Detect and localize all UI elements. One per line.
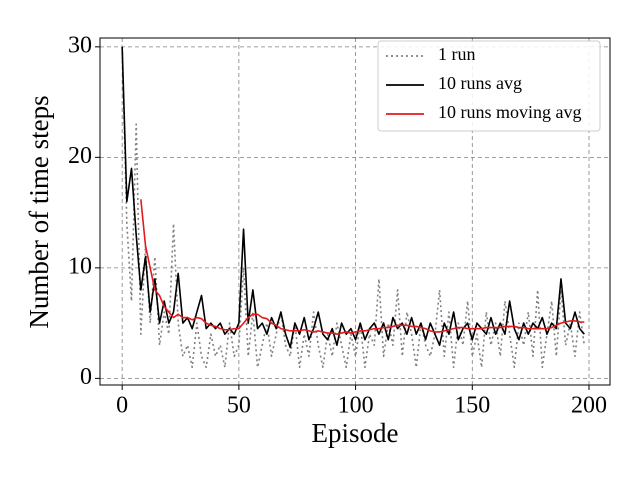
y-tick-label: 30 xyxy=(68,32,92,58)
legend-label: 10 runs avg xyxy=(438,73,522,93)
x-tick-label: 0 xyxy=(116,393,128,419)
y-tick-label: 10 xyxy=(68,253,92,279)
x-axis-label: Episode xyxy=(312,418,399,448)
legend-label: 1 run xyxy=(438,44,476,64)
x-tick-label: 150 xyxy=(454,393,490,419)
y-axis-label: Number of time steps xyxy=(24,95,54,328)
x-tick-label: 200 xyxy=(571,393,607,419)
y-tick-label: 20 xyxy=(68,143,92,169)
x-tick-label: 100 xyxy=(338,393,374,419)
legend-box xyxy=(377,40,601,132)
line-series xyxy=(140,199,585,335)
line-series xyxy=(121,46,585,349)
plot-frame xyxy=(99,37,611,386)
legend-label: 10 runs moving avg xyxy=(438,102,582,122)
y-tick-label: 0 xyxy=(80,364,92,390)
x-tick-label: 50 xyxy=(227,393,251,419)
